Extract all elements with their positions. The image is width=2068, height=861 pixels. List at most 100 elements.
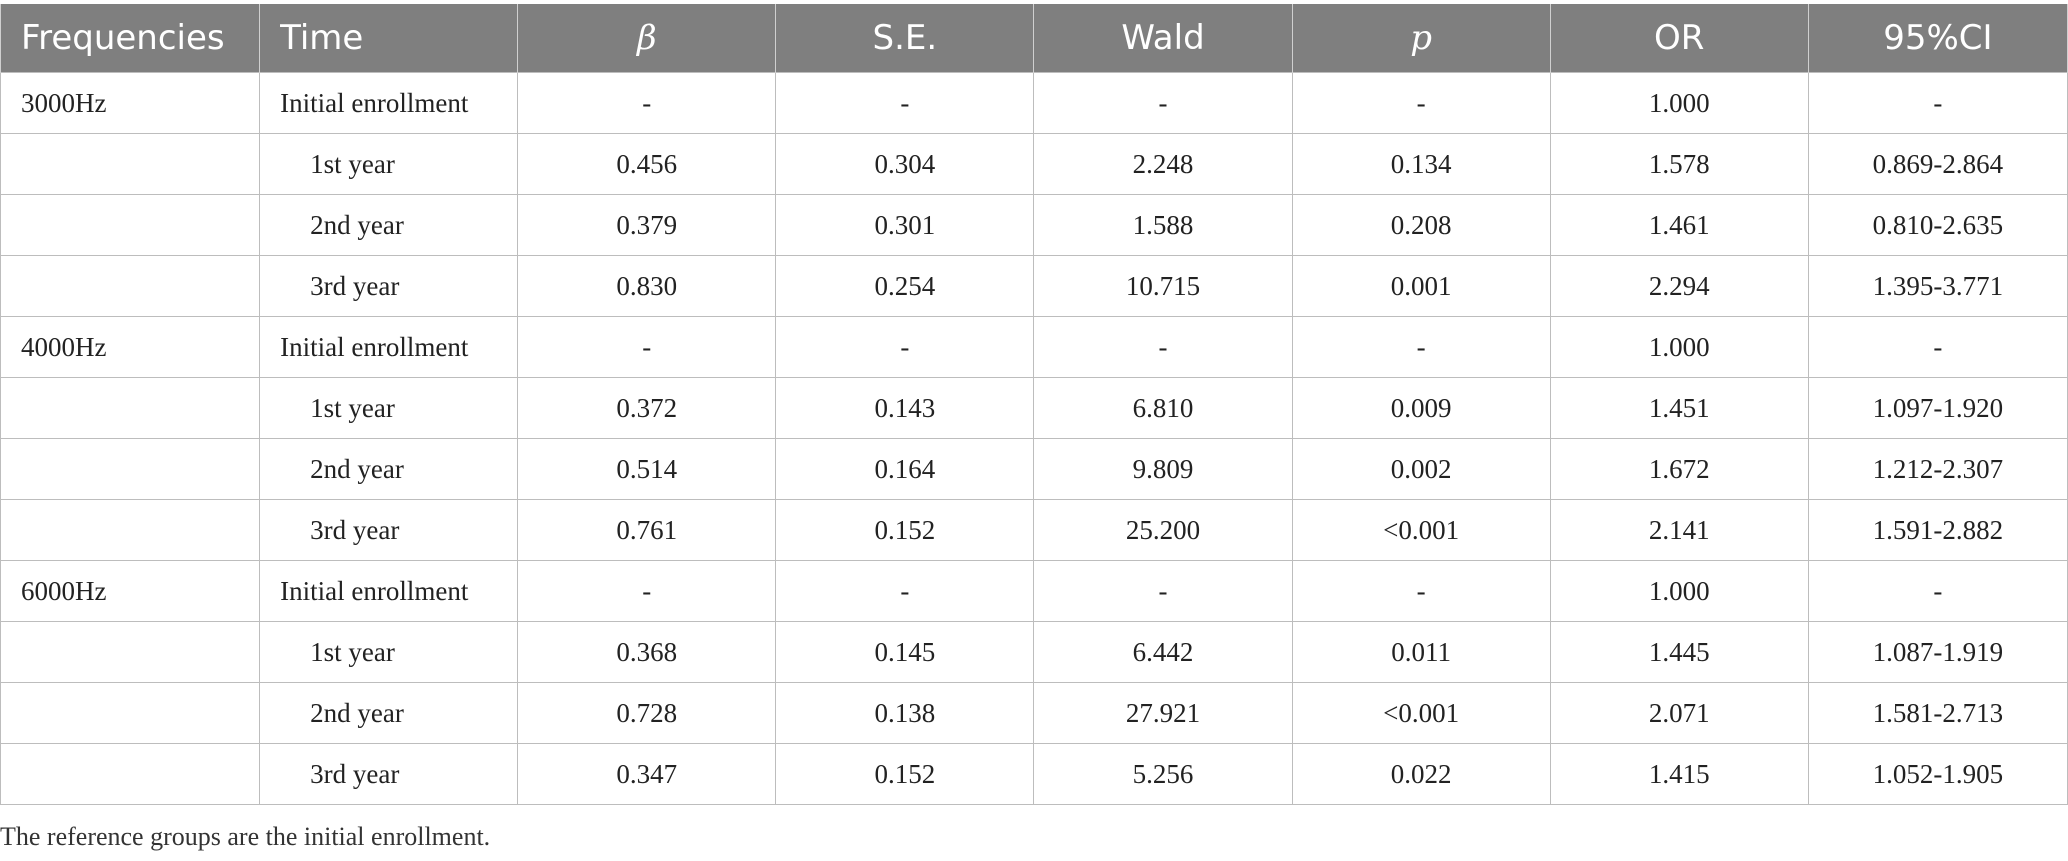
cell-beta: 0.379 xyxy=(517,194,777,256)
cell-or: 1.000 xyxy=(1549,560,1809,622)
cell-frequency xyxy=(0,499,261,561)
cell-ci: - xyxy=(1807,560,2068,622)
cell-ci: 1.087-1.919 xyxy=(1807,621,2068,683)
cell-or: 1.451 xyxy=(1549,377,1809,439)
cell-frequency: 3000Hz xyxy=(0,72,261,134)
header-beta: β xyxy=(517,4,777,73)
table-row: 6000Hz Initial enrollment - - - -1.000- xyxy=(0,560,2068,622)
cell-p: 0.001 xyxy=(1291,255,1551,317)
cell-p: <0.001 xyxy=(1291,682,1551,744)
cell-wald: 27.921 xyxy=(1033,682,1293,744)
cell-p: <0.001 xyxy=(1291,499,1551,561)
cell-ci: 1.581-2.713 xyxy=(1807,682,2068,744)
cell-or: 1.000 xyxy=(1549,72,1809,134)
cell-p: - xyxy=(1291,316,1551,378)
cell-wald: 5.256 xyxy=(1033,743,1293,805)
table-body: 3000Hz Initial enrollment - - - -1.000-1st ye… xyxy=(0,72,2068,805)
table-row: 3rd year 0.761 0.152 25.200 <0.001 2.141 1.591… xyxy=(0,499,2068,561)
cell-p: 0.009 xyxy=(1291,377,1551,439)
table-row: 1st year 0.372 0.143 6.810 0.009 1.451 1.097-1… xyxy=(0,377,2068,439)
cell-frequency xyxy=(0,621,261,683)
table-header-row: Frequencies Time β S.E. Wald p OR 95%CI xyxy=(0,4,2068,73)
cell-beta: 0.456 xyxy=(517,133,777,195)
cell-or: 1.415 xyxy=(1549,743,1809,805)
cell-se: 0.152 xyxy=(775,743,1035,805)
cell-wald: 10.715 xyxy=(1033,255,1293,317)
cell-frequency xyxy=(0,255,261,317)
cell-frequency: 6000Hz xyxy=(0,560,261,622)
cell-se: - xyxy=(775,316,1035,378)
cell-beta: - xyxy=(517,72,777,134)
cell-p: 0.011 xyxy=(1291,621,1551,683)
header-wald: Wald xyxy=(1033,4,1293,73)
cell-ci: - xyxy=(1807,316,2068,378)
table-row: 4000Hz Initial enrollment - - - -1.000- xyxy=(0,316,2068,378)
cell-se: 0.301 xyxy=(775,194,1035,256)
cell-beta: 0.372 xyxy=(517,377,777,439)
table-row: 2nd year 0.514 0.164 9.809 0.002 1.672 1.212-2… xyxy=(0,438,2068,500)
cell-se: 0.304 xyxy=(775,133,1035,195)
cell-time: 1st year xyxy=(259,621,519,683)
cell-beta: - xyxy=(517,560,777,622)
results-table-container: Frequencies Time β S.E. Wald p OR 95%CI … xyxy=(0,4,2068,805)
cell-se: 0.143 xyxy=(775,377,1035,439)
cell-time: 2nd year xyxy=(259,438,519,500)
cell-frequency xyxy=(0,133,261,195)
cell-or: 1.672 xyxy=(1549,438,1809,500)
cell-wald: 9.809 xyxy=(1033,438,1293,500)
table-row: 1st year 0.456 0.304 2.248 0.134 1.578 0.869-2… xyxy=(0,133,2068,195)
header-se: S.E. xyxy=(775,4,1035,73)
cell-time: Initial enrollment xyxy=(259,316,519,378)
cell-frequency xyxy=(0,377,261,439)
cell-ci: - xyxy=(1807,72,2068,134)
cell-beta: 0.761 xyxy=(517,499,777,561)
cell-ci: 1.212-2.307 xyxy=(1807,438,2068,500)
header-p: p xyxy=(1291,4,1551,73)
table-footnote: The reference groups are the initial enr… xyxy=(0,822,491,851)
cell-time: 3rd year xyxy=(259,255,519,317)
cell-se: 0.152 xyxy=(775,499,1035,561)
cell-time: 2nd year xyxy=(259,682,519,744)
table-row: 1st year 0.368 0.145 6.442 0.011 1.445 1.087-1… xyxy=(0,621,2068,683)
cell-time: Initial enrollment xyxy=(259,72,519,134)
cell-wald: 1.588 xyxy=(1033,194,1293,256)
table-row: 3rd year 0.830 0.254 10.715 0.001 2.294 1.395-… xyxy=(0,255,2068,317)
cell-ci: 1.097-1.920 xyxy=(1807,377,2068,439)
cell-beta: - xyxy=(517,316,777,378)
cell-wald: - xyxy=(1033,560,1293,622)
header-or: OR xyxy=(1549,4,1809,73)
cell-time: 1st year xyxy=(259,133,519,195)
cell-wald: - xyxy=(1033,316,1293,378)
cell-time: 2nd year xyxy=(259,194,519,256)
cell-ci: 0.869-2.864 xyxy=(1807,133,2068,195)
cell-ci: 1.591-2.882 xyxy=(1807,499,2068,561)
cell-or: 2.294 xyxy=(1549,255,1809,317)
cell-p: - xyxy=(1291,560,1551,622)
cell-p: - xyxy=(1291,72,1551,134)
table-row: 3000Hz Initial enrollment - - - -1.000- xyxy=(0,72,2068,134)
cell-p: 0.208 xyxy=(1291,194,1551,256)
cell-ci: 1.395-3.771 xyxy=(1807,255,2068,317)
cell-or: 2.071 xyxy=(1549,682,1809,744)
cell-frequency xyxy=(0,194,261,256)
cell-beta: 0.830 xyxy=(517,255,777,317)
cell-ci: 0.810-2.635 xyxy=(1807,194,2068,256)
cell-wald: 6.810 xyxy=(1033,377,1293,439)
cell-time: 3rd year xyxy=(259,743,519,805)
cell-wald: - xyxy=(1033,72,1293,134)
cell-or: 1.000 xyxy=(1549,316,1809,378)
cell-or: 2.141 xyxy=(1549,499,1809,561)
logistic-regression-table: Frequencies Time β S.E. Wald p OR 95%CI … xyxy=(0,4,2068,805)
cell-time: 3rd year xyxy=(259,499,519,561)
cell-p: 0.134 xyxy=(1291,133,1551,195)
cell-frequency: 4000Hz xyxy=(0,316,261,378)
cell-beta: 0.514 xyxy=(517,438,777,500)
header-time: Time xyxy=(259,4,519,73)
cell-ci: 1.052-1.905 xyxy=(1807,743,2068,805)
cell-or: 1.445 xyxy=(1549,621,1809,683)
table-row: 3rd year 0.347 0.152 5.256 0.022 1.415 1.052-1… xyxy=(0,743,2068,805)
cell-frequency xyxy=(0,682,261,744)
cell-se: 0.145 xyxy=(775,621,1035,683)
header-frequencies: Frequencies xyxy=(0,4,261,73)
cell-p: 0.022 xyxy=(1291,743,1551,805)
